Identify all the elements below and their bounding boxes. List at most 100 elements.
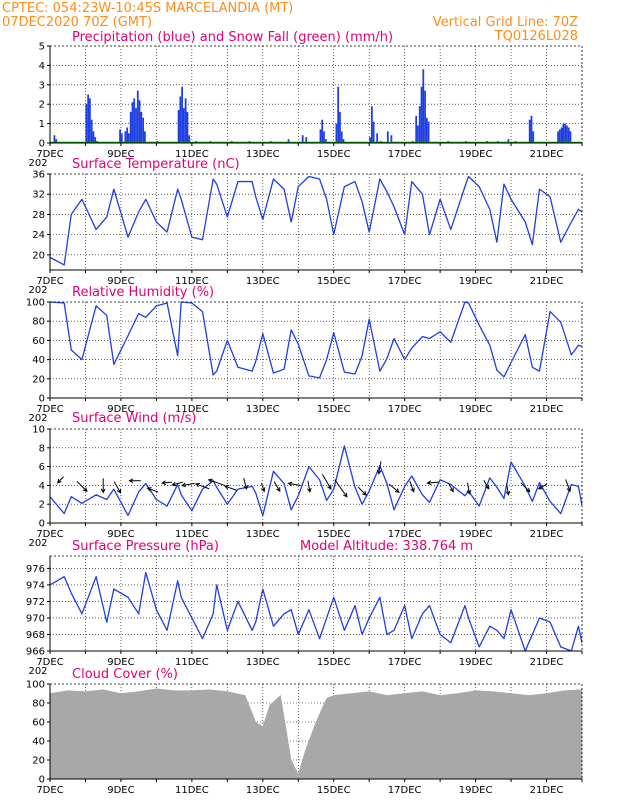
humidity-date-label: 7DEC xyxy=(36,404,63,415)
humidity-y-tick-label: 20 xyxy=(32,374,45,385)
humidity-date-label: 17DEC xyxy=(388,404,422,415)
wind-arrow-head xyxy=(394,488,400,493)
cloud-date-label: 7DEC xyxy=(36,785,63,796)
precip-bar xyxy=(386,131,389,143)
wind-y-tick-label: 0 xyxy=(39,519,45,530)
precip-bar xyxy=(142,117,144,143)
wind-date-label: 21DEC xyxy=(530,529,564,540)
precip-bar xyxy=(418,106,421,143)
wind-arrow xyxy=(334,479,348,498)
humidity-panel: 0 20 40 60 80 100 7DEC 9DEC 11DEC 13DEC 15DEC 17DEC… xyxy=(26,298,583,424)
humidity-y-tick-label: 100 xyxy=(26,298,45,309)
wind-arrow-head xyxy=(537,485,543,490)
wind-arrow xyxy=(76,481,88,493)
wind-y-tick-label: 8 xyxy=(39,443,45,454)
wind-arrow-head xyxy=(327,484,332,490)
wind-arrow xyxy=(388,483,400,493)
wind-arrow-head xyxy=(181,482,187,488)
pressure-date-label: 17DEC xyxy=(388,657,422,668)
precip-bar xyxy=(424,90,426,143)
precip-panel-title: Precipitation (blue) and Snow Fall (gree… xyxy=(72,30,393,45)
wind-arrow-shaft xyxy=(273,481,281,492)
pressure-year-label: 202 xyxy=(28,666,47,677)
precip-bar xyxy=(128,133,130,143)
precip-bar xyxy=(324,139,327,143)
wind-arrow-head xyxy=(566,487,572,493)
precip-bar xyxy=(321,119,324,143)
wind-arrow xyxy=(181,482,195,488)
precip-bar xyxy=(323,131,325,143)
precip-bar xyxy=(129,111,132,143)
wind-arrow-head xyxy=(449,487,454,493)
cloud-y-tick-label: 60 xyxy=(32,718,45,729)
wind-arrow-head xyxy=(128,478,134,484)
precip-bar xyxy=(177,110,180,143)
wind-arrow-head xyxy=(243,484,248,490)
temperature-date-label: 21DEC xyxy=(530,276,564,287)
wind-arrow xyxy=(426,480,439,486)
wind-arrow xyxy=(128,478,141,484)
temperature-date-label: 15DEC xyxy=(317,276,351,287)
precip-bar xyxy=(417,125,419,143)
precip-y-tick-label: 1 xyxy=(39,119,45,130)
precip-bar xyxy=(372,121,375,143)
pressure-altitude-label: Model Altitude: 338.764 m xyxy=(300,539,473,554)
precip-bar xyxy=(124,131,127,143)
precip-bar xyxy=(53,135,56,143)
precip-bar xyxy=(558,129,561,143)
wind-arrow xyxy=(56,476,64,484)
humidity-date-label: 21DEC xyxy=(530,404,564,415)
wind-arrow-head xyxy=(82,487,88,493)
wind-arrow xyxy=(376,461,382,475)
temperature-date-label: 13DEC xyxy=(246,276,280,287)
pressure-y-tick-label: 966 xyxy=(26,647,45,658)
precip-date-label: 17DEC xyxy=(388,149,422,160)
precip-bar xyxy=(136,90,139,143)
wind-arrow-head xyxy=(116,488,122,494)
wind-panel-title: Surface Wind (m/s) xyxy=(72,411,196,426)
wind-series-line xyxy=(49,445,583,517)
wind-arrow-head xyxy=(376,469,382,475)
wind-arrow xyxy=(243,477,248,490)
cloud-date-label: 17DEC xyxy=(388,785,422,796)
precip-bar xyxy=(305,137,308,143)
pressure-date-label: 21DEC xyxy=(530,657,564,668)
header-run: 07DEC2020 70Z (GMT) xyxy=(2,15,152,30)
precip-bar xyxy=(340,131,343,143)
precip-bar xyxy=(528,119,531,143)
precip-bar xyxy=(569,131,572,143)
temperature-y-tick-label: 24 xyxy=(32,230,45,241)
wind-arrow xyxy=(537,483,548,490)
cloud-date-label: 11DEC xyxy=(175,785,209,796)
cloud-cover-area xyxy=(49,688,583,780)
wind-arrow-shaft xyxy=(506,483,509,495)
precip-bar xyxy=(376,133,379,143)
wind-arrow-head xyxy=(485,484,490,490)
humidity-y-tick-label: 0 xyxy=(39,394,45,405)
precip-bar xyxy=(119,129,121,143)
wind-arrow-head xyxy=(223,484,229,490)
humidity-date-label: 15DEC xyxy=(317,404,351,415)
pressure-panel: 966 968 970 972 974 976 7DEC 9DEC 11DEC 13DEC 15DE… xyxy=(26,555,583,677)
wind-arrow-head xyxy=(426,480,432,486)
wind-arrow xyxy=(113,481,122,494)
wind-arrow-head xyxy=(306,487,312,493)
wind-arrow-head xyxy=(100,488,106,494)
wind-arrow xyxy=(161,480,172,486)
wind-arrow xyxy=(306,480,312,493)
pressure-date-label: 19DEC xyxy=(459,657,493,668)
wind-date-label: 17DEC xyxy=(388,529,422,540)
cloud-y-tick-label: 0 xyxy=(39,775,45,786)
wind-arrow-shaft xyxy=(357,486,367,496)
wind-arrow-shaft xyxy=(224,485,237,491)
wind-date-label: 13DEC xyxy=(246,529,280,540)
humidity-date-label: 19DEC xyxy=(459,404,493,415)
wind-arrow xyxy=(146,487,159,493)
precip-bar xyxy=(339,111,341,143)
wind-arrow-head xyxy=(207,478,213,484)
precip-date-label: 11DEC xyxy=(175,149,209,160)
precip-date-label: 21DEC xyxy=(530,149,564,160)
wind-arrow-shaft xyxy=(208,479,225,486)
precip-date-label: 13DEC xyxy=(246,149,280,160)
wind-arrow-shaft xyxy=(288,482,302,487)
